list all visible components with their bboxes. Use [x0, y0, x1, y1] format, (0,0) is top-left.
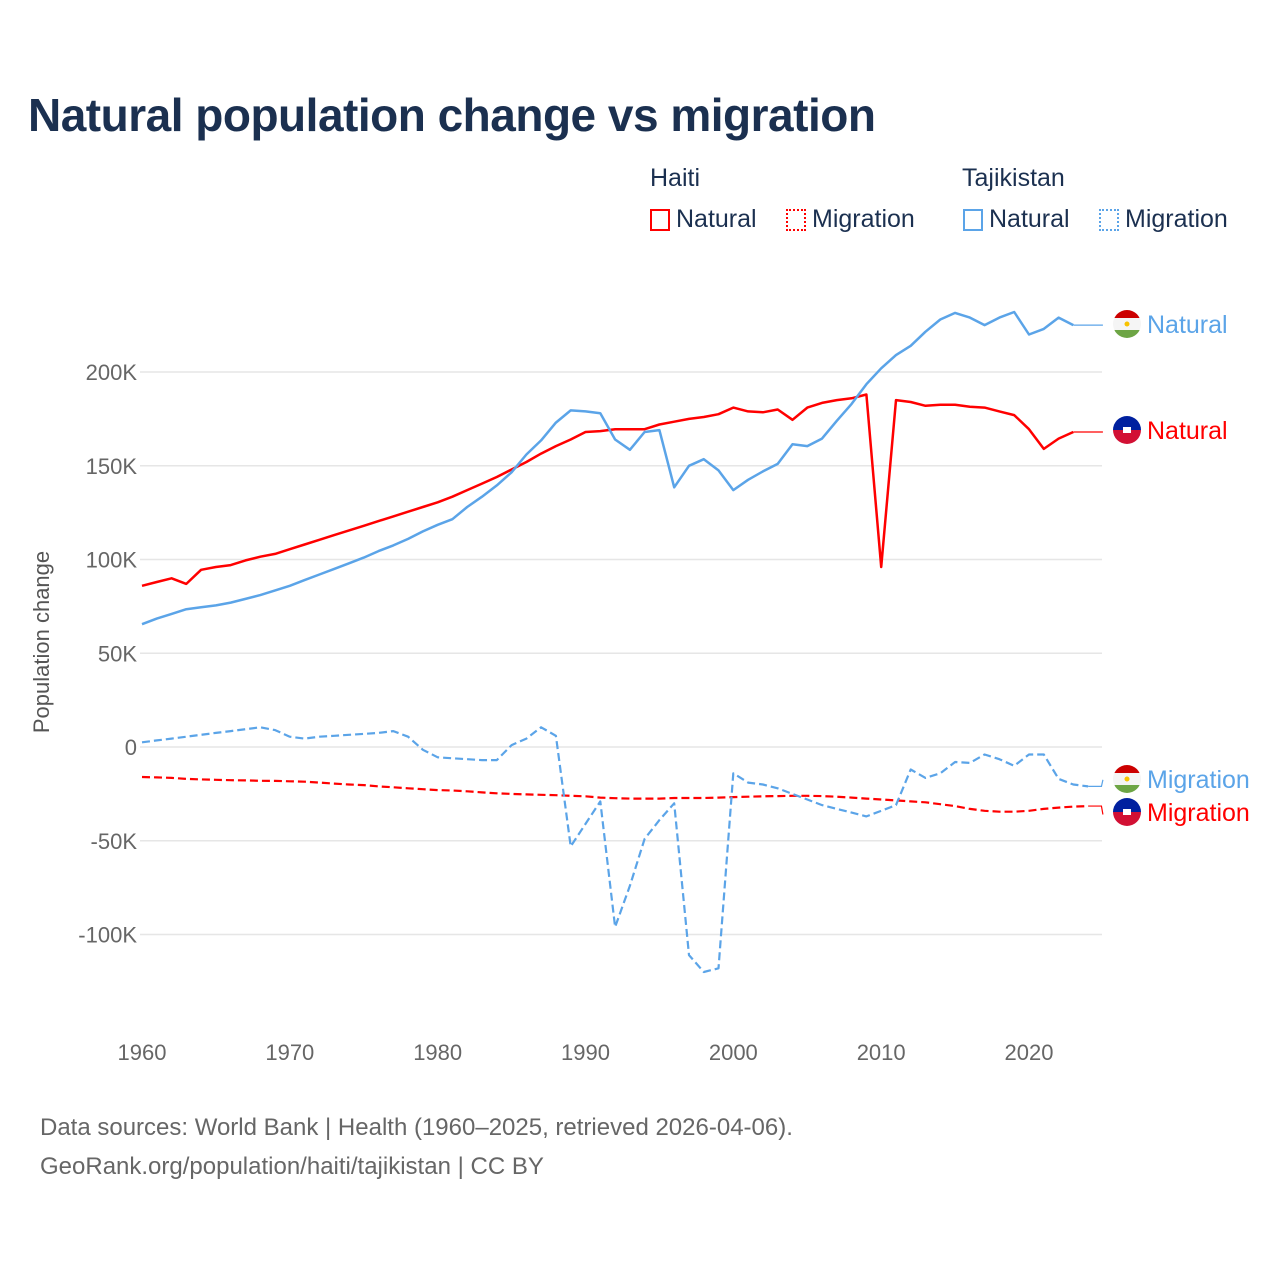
- y-tick-label: -100K: [78, 923, 137, 948]
- legend-group-tajikistan: Tajikistan: [962, 164, 1065, 192]
- x-tick-label: 2010: [857, 1040, 906, 1065]
- y-tick-label: 50K: [98, 641, 137, 666]
- y-tick-label: 100K: [86, 548, 138, 573]
- flag-stripe: [1113, 330, 1141, 338]
- legend-tajikistan-natural[interactable]: Natural: [963, 205, 1070, 234]
- series-line-haiti-natural: [141, 393, 1074, 588]
- series-extension: [1088, 779, 1104, 787]
- x-tick-label: 2000: [709, 1040, 758, 1065]
- legend-swatch-solid: [963, 208, 983, 231]
- end-label-tajikistan-natural: Natural: [1113, 310, 1228, 339]
- legend-tajikistan-migration[interactable]: Migration: [1099, 205, 1228, 234]
- flag-stripe: [1113, 765, 1141, 773]
- legend-haiti-natural[interactable]: Natural: [650, 205, 757, 234]
- tajikistan-flag-icon: [1113, 310, 1141, 338]
- x-tick-label: 1970: [265, 1040, 314, 1065]
- flag-stripe: [1113, 785, 1141, 793]
- legend-swatch-dotted: [1099, 208, 1119, 231]
- y-tick-label: 150K: [86, 454, 138, 479]
- legend-haiti-migration[interactable]: Migration: [786, 205, 915, 234]
- y-tick-label: 200K: [86, 360, 138, 385]
- flag-stripe: [1113, 416, 1141, 430]
- end-label-text: Natural: [1147, 311, 1228, 339]
- chart-title: Natural population change vs migration: [28, 89, 876, 141]
- legend-group-haiti: Haiti: [650, 164, 701, 192]
- series-line-tajikistan-natural: [141, 310, 1074, 626]
- flag-stripe: [1113, 430, 1141, 444]
- source-line: Data sources: World Bank | Health (1960–…: [40, 1114, 793, 1141]
- haiti-flag-icon: [1113, 416, 1141, 444]
- flag-crown: [1124, 321, 1130, 327]
- flag-emblem: [1123, 427, 1131, 433]
- y-tick-label: 0: [125, 735, 137, 760]
- series-extension: [1088, 805, 1104, 815]
- x-tick-label: 1980: [413, 1040, 462, 1065]
- legend-swatch-solid: [650, 208, 670, 231]
- flag-stripe: [1113, 798, 1141, 812]
- attribution-link[interactable]: GeoRank.org/population/haiti/tajikistan …: [40, 1153, 544, 1180]
- series-line-haiti-migration: [141, 775, 1089, 813]
- legend-swatch-dotted: [786, 208, 806, 231]
- legend-label: Migration: [1125, 205, 1228, 233]
- flag-stripe: [1113, 310, 1141, 318]
- end-label-text: Migration: [1147, 799, 1250, 827]
- legend-label: Natural: [676, 205, 757, 233]
- end-label-haiti-migration: Migration: [1113, 798, 1250, 827]
- tajikistan-flag-icon: [1113, 765, 1141, 793]
- flag-emblem: [1123, 809, 1131, 815]
- legend-label: Migration: [812, 205, 915, 233]
- end-label-text: Migration: [1147, 766, 1250, 794]
- series-line-tajikistan-migration: [141, 726, 1089, 974]
- end-label-text: Natural: [1147, 417, 1228, 445]
- haiti-flag-icon: [1113, 798, 1141, 826]
- source-note: Data sources: World Bank | Health (1960–…: [40, 1108, 793, 1186]
- legend-label: Natural: [989, 205, 1070, 233]
- x-tick-label: 1960: [118, 1040, 167, 1065]
- flag-crown: [1124, 776, 1130, 782]
- flag-stripe: [1113, 812, 1141, 826]
- x-tick-label: 2020: [1005, 1040, 1054, 1065]
- end-label-haiti-natural: Natural: [1113, 416, 1228, 445]
- end-label-tajikistan-migration: Migration: [1113, 765, 1250, 794]
- x-tick-label: 1990: [561, 1040, 610, 1065]
- y-tick-label: -50K: [91, 829, 138, 854]
